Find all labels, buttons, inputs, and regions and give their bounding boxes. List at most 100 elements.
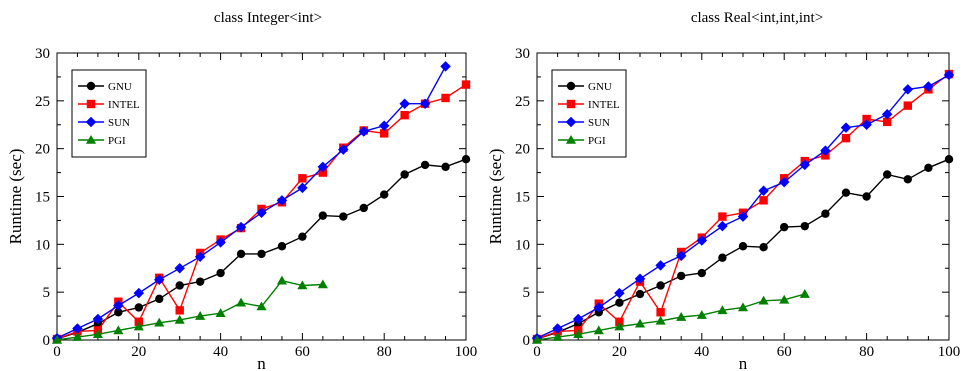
legend-marker-pgi bbox=[85, 134, 97, 144]
series-pgi bbox=[531, 289, 810, 344]
data-point-gnu bbox=[821, 209, 830, 218]
data-point-sun bbox=[840, 122, 852, 133]
legend-marker-sun bbox=[85, 116, 97, 128]
legend: GNU INTEL SUN PGI bbox=[71, 69, 147, 158]
legend-label-intel: INTEL bbox=[108, 99, 140, 111]
data-point-gnu bbox=[759, 243, 768, 252]
data-point-intel bbox=[318, 168, 328, 177]
x-tick-label: 80 bbox=[859, 344, 874, 360]
data-point-sun bbox=[758, 185, 769, 197]
data-point-gnu bbox=[738, 242, 748, 251]
data-point-sun bbox=[593, 302, 605, 313]
data-point-gnu bbox=[380, 190, 389, 199]
data-point-pgi bbox=[593, 325, 604, 335]
data-point-gnu bbox=[318, 211, 328, 220]
y-tick-label: 25 bbox=[515, 94, 530, 110]
data-point-pgi bbox=[531, 334, 543, 344]
data-point-sun bbox=[133, 287, 145, 299]
x-tick-label: 80 bbox=[377, 344, 392, 360]
data-point-sun bbox=[72, 323, 83, 334]
data-point-gnu bbox=[841, 188, 851, 197]
data-point-sun bbox=[614, 287, 625, 299]
data-point-sun bbox=[820, 145, 831, 156]
data-point-gnu bbox=[441, 162, 450, 172]
data-point-pgi bbox=[317, 279, 328, 289]
data-point-gnu bbox=[697, 268, 706, 278]
data-point-gnu bbox=[862, 192, 871, 201]
data-point-pgi bbox=[154, 317, 165, 327]
data-point-pgi bbox=[655, 315, 666, 325]
data-point-gnu bbox=[944, 154, 954, 164]
data-point-sun bbox=[861, 119, 872, 130]
legend-label-sun: SUN bbox=[588, 117, 610, 129]
legend: GNU INTEL SUN PGI bbox=[551, 69, 627, 158]
data-point-pgi bbox=[195, 311, 206, 320]
x-tick-label: 40 bbox=[694, 344, 709, 360]
data-point-sun bbox=[943, 69, 955, 81]
data-point-intel bbox=[175, 306, 184, 315]
data-point-sun bbox=[572, 313, 584, 325]
data-point-sun bbox=[902, 84, 914, 95]
y-tick-label: 25 bbox=[35, 94, 50, 110]
data-point-pgi bbox=[236, 297, 247, 307]
x-tick-label: 40 bbox=[213, 344, 228, 360]
data-point-gnu bbox=[155, 294, 164, 304]
data-point-sun bbox=[737, 211, 749, 222]
data-point-sun bbox=[399, 98, 410, 109]
data-point-sun bbox=[174, 263, 185, 274]
data-point-sun bbox=[317, 161, 329, 173]
data-point-pgi bbox=[799, 289, 810, 298]
data-point-gnu bbox=[236, 249, 246, 259]
legend-marker-sun bbox=[565, 116, 577, 128]
y-tick-label: 0 bbox=[43, 333, 51, 349]
data-point-intel bbox=[759, 196, 768, 205]
data-point-pgi bbox=[758, 295, 769, 305]
y-tick-label: 10 bbox=[35, 237, 50, 253]
data-point-sun bbox=[92, 313, 104, 325]
data-point-pgi bbox=[256, 301, 267, 311]
legend-marker-intel bbox=[86, 99, 96, 109]
legend-marker-gnu bbox=[86, 81, 96, 91]
x-axis-label: n bbox=[739, 354, 748, 371]
data-point-intel bbox=[298, 174, 307, 183]
data-point-sun bbox=[778, 176, 790, 188]
data-point-sun bbox=[799, 159, 811, 171]
y-tick-label: 30 bbox=[515, 46, 530, 62]
y-tick-label: 20 bbox=[35, 142, 50, 158]
data-point-sun bbox=[113, 300, 124, 311]
chart-1: class Integer<int> 0 20 40 60 80 100 0 5 10 15 20 25… bbox=[6, 10, 477, 371]
data-point-sun bbox=[215, 237, 226, 248]
data-point-sun bbox=[923, 81, 934, 92]
x-tick-label: 60 bbox=[295, 344, 310, 360]
data-point-intel bbox=[841, 133, 851, 143]
y-tick-label: 0 bbox=[523, 333, 531, 349]
x-tick-label: 0 bbox=[533, 344, 541, 360]
data-point-pgi bbox=[552, 332, 563, 341]
data-point-sun bbox=[194, 251, 206, 263]
data-point-gnu bbox=[298, 232, 307, 241]
data-point-pgi bbox=[634, 318, 646, 328]
data-point-pgi bbox=[72, 332, 83, 341]
data-point-gnu bbox=[461, 154, 471, 164]
data-point-pgi bbox=[174, 314, 185, 324]
data-point-pgi bbox=[276, 275, 287, 285]
data-point-pgi bbox=[297, 280, 308, 290]
data-point-sun bbox=[154, 274, 165, 285]
data-point-sun bbox=[256, 207, 267, 219]
data-point-sun bbox=[881, 108, 893, 120]
data-point-sun bbox=[235, 221, 247, 233]
data-point-sun bbox=[634, 273, 646, 285]
legend-marker-gnu bbox=[566, 81, 576, 91]
data-point-pgi bbox=[737, 302, 749, 312]
data-point-sun bbox=[440, 61, 451, 72]
data-point-sun bbox=[717, 220, 728, 232]
data-point-sun bbox=[419, 98, 431, 109]
y-tick-label: 5 bbox=[523, 285, 531, 301]
x-tick-label: 100 bbox=[455, 344, 478, 360]
data-point-gnu bbox=[277, 242, 287, 251]
data-point-gnu bbox=[339, 212, 348, 221]
data-point-sun bbox=[276, 195, 288, 206]
data-point-pgi bbox=[779, 294, 790, 304]
